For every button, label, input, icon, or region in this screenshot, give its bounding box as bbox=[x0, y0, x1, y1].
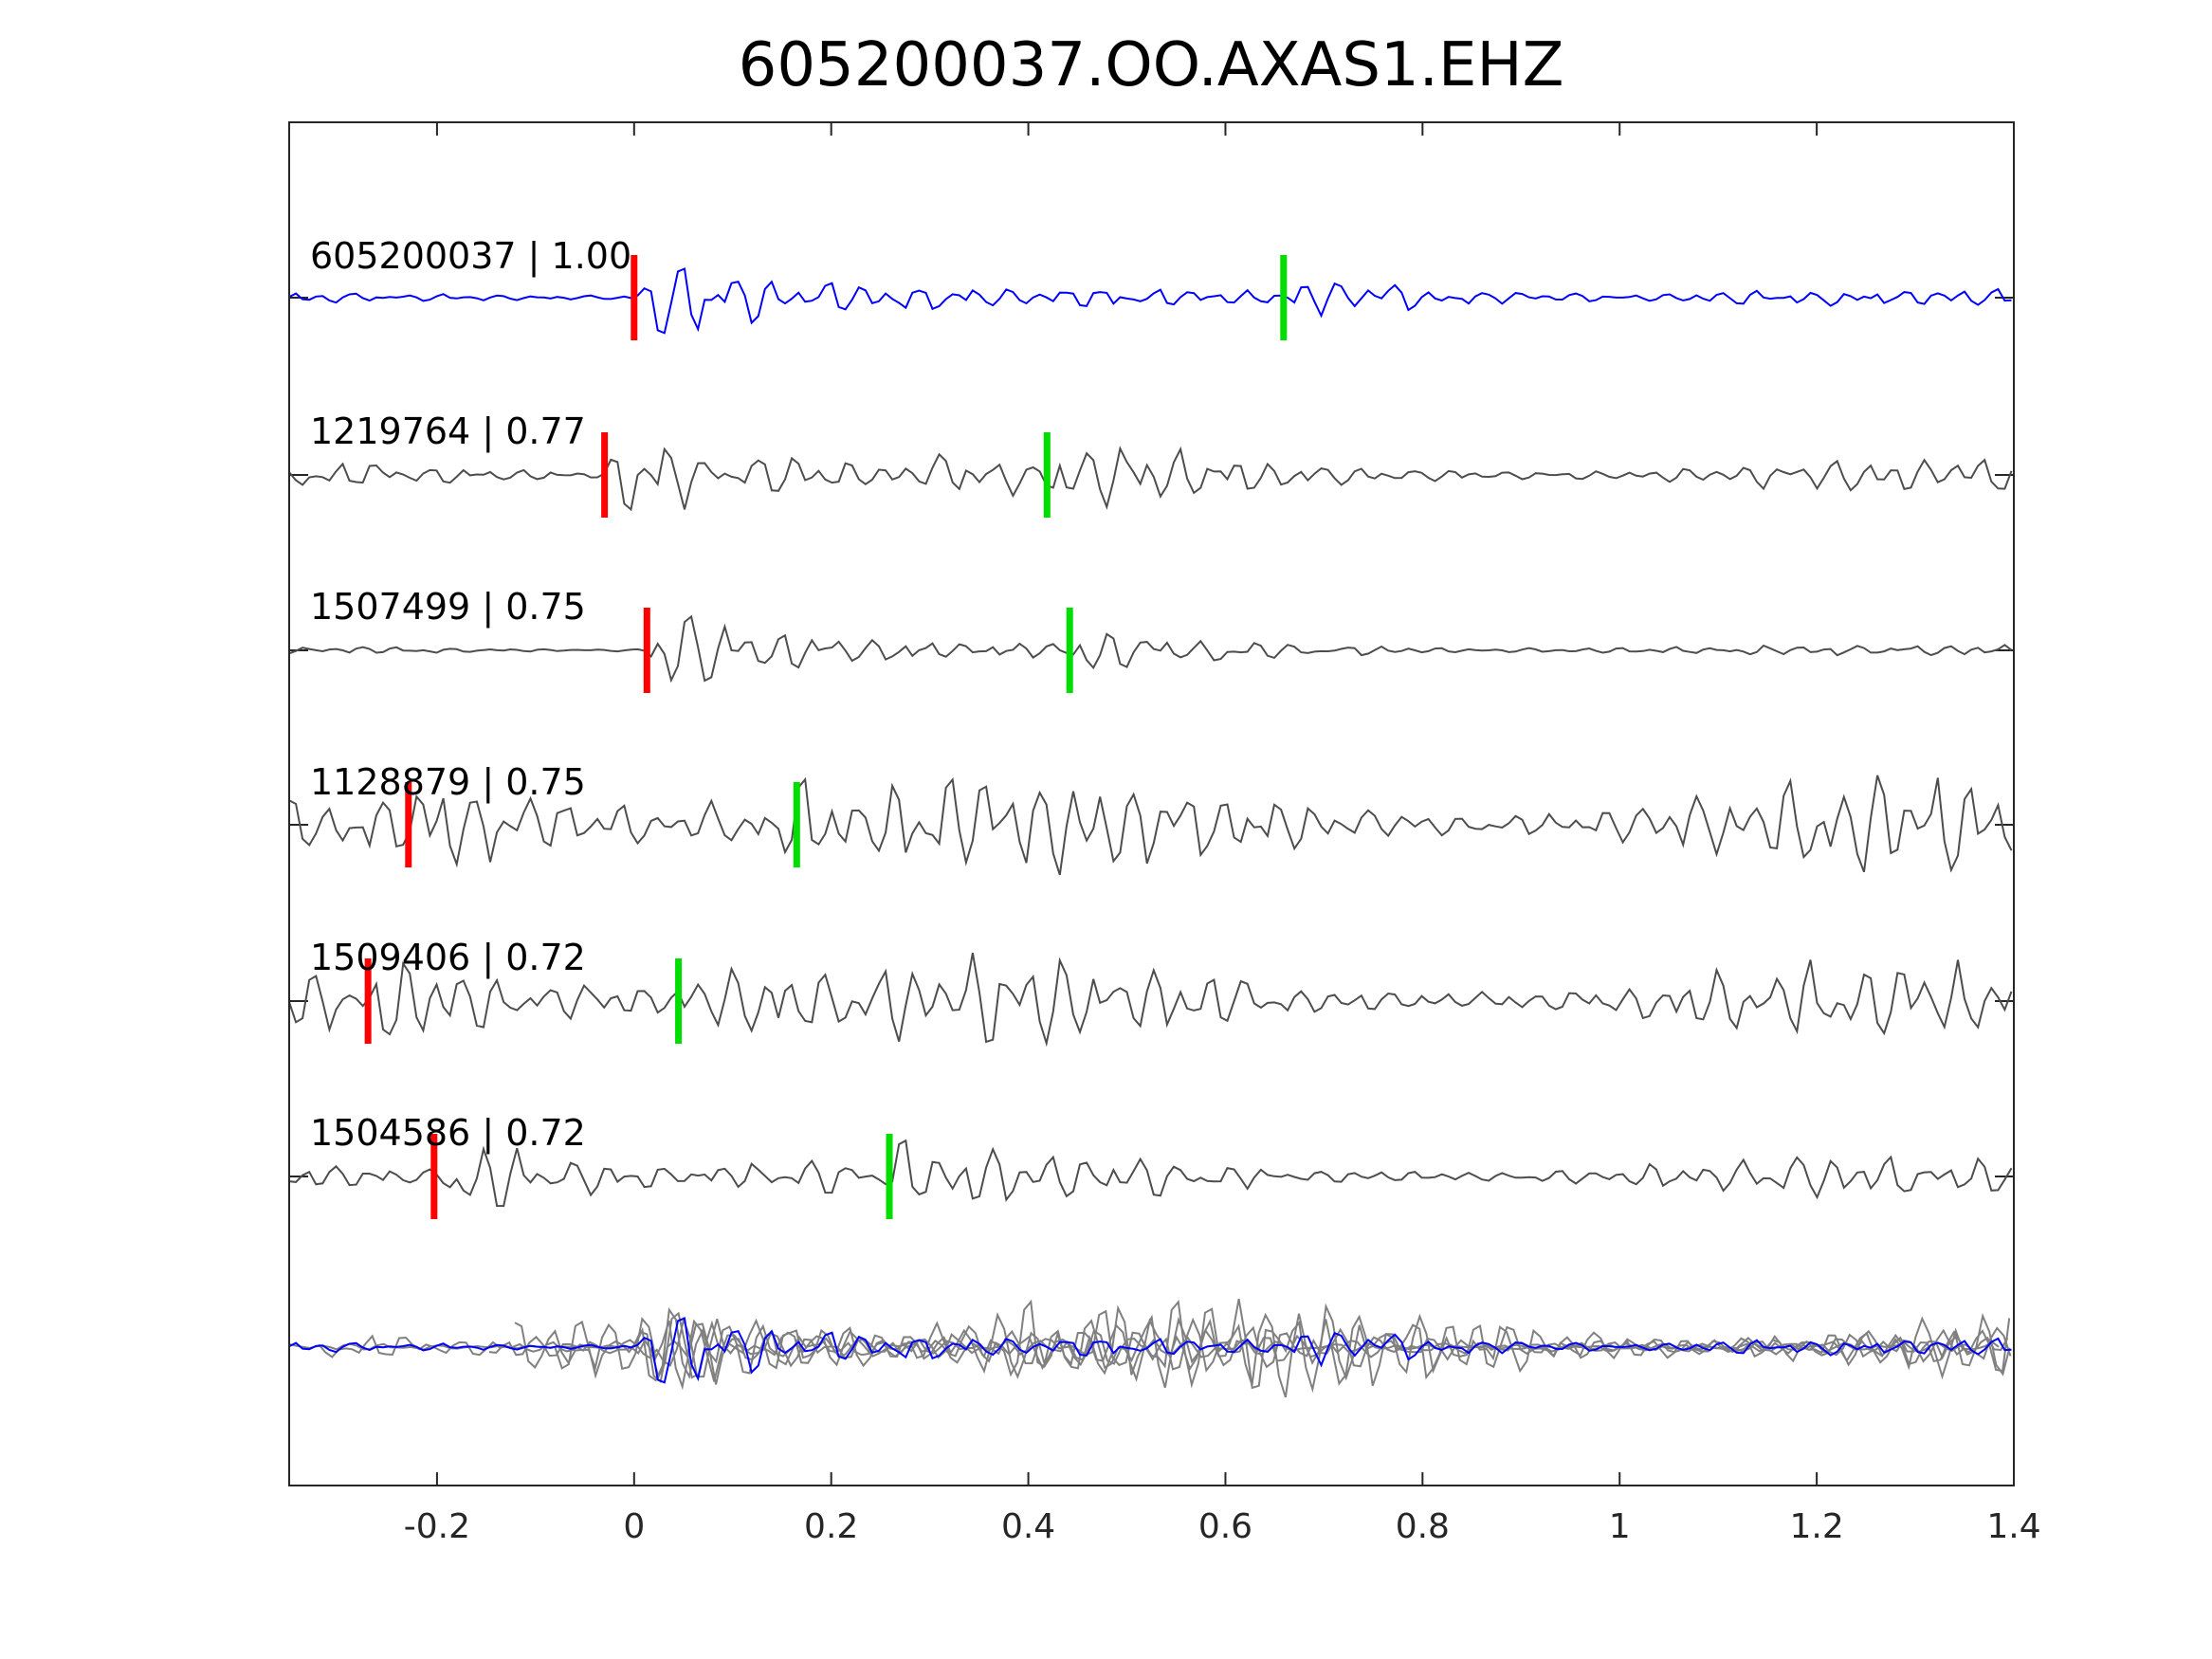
waveform-trace bbox=[288, 614, 2013, 684]
waveform-trace bbox=[288, 446, 2013, 512]
waveform-trace bbox=[288, 1139, 2013, 1208]
s-pick-marker bbox=[886, 1134, 893, 1219]
chart-title: 605200037.OO.AXAS1.EHZ bbox=[739, 30, 1564, 100]
p-pick-marker bbox=[601, 432, 609, 518]
stack-trace bbox=[514, 1299, 2011, 1398]
stack-group bbox=[288, 1299, 2012, 1398]
waveform-trace bbox=[288, 775, 2013, 876]
x-tick-label: 1.2 bbox=[1789, 1507, 1843, 1546]
plot-frame bbox=[288, 121, 2015, 1486]
x-tick-label: 0.8 bbox=[1396, 1507, 1450, 1546]
waveform-trace bbox=[288, 953, 2013, 1048]
s-pick-marker bbox=[1066, 608, 1073, 693]
x-tick-label: -0.2 bbox=[404, 1507, 470, 1546]
x-tick-label: 0.2 bbox=[804, 1507, 858, 1546]
x-tick-label: 0.6 bbox=[1198, 1507, 1252, 1546]
x-tick-label: 1 bbox=[1609, 1507, 1631, 1546]
x-axis: -0.2 0 0.2 0.4 0.6 0.8 1 1.2 1.4 bbox=[404, 122, 2041, 1546]
stack-trace bbox=[288, 1317, 2012, 1384]
traces-group bbox=[288, 255, 2014, 1219]
p-pick-marker bbox=[364, 958, 372, 1044]
stack-trace bbox=[488, 1309, 2012, 1378]
p-pick-marker bbox=[430, 1134, 438, 1219]
waveform-trace bbox=[288, 267, 2012, 335]
trace-label: 1504586 | 0.72 bbox=[310, 1112, 586, 1155]
p-pick-marker bbox=[643, 608, 650, 693]
trace-label: 1509406 | 0.72 bbox=[310, 937, 586, 979]
p-pick-marker bbox=[631, 255, 638, 340]
x-tick-label: 0 bbox=[623, 1507, 645, 1546]
trace-label: 1128879 | 0.75 bbox=[310, 761, 586, 804]
s-pick-marker bbox=[793, 782, 800, 867]
x-tick-label: 1.4 bbox=[1986, 1507, 2040, 1546]
x-tick-label: 0.4 bbox=[1001, 1507, 1055, 1546]
s-pick-marker bbox=[1280, 255, 1288, 340]
trace-label: 1219764 | 0.77 bbox=[310, 410, 586, 453]
trace-labels: 605200037 | 1.00 1219764 | 0.77 1507499 … bbox=[310, 235, 631, 1155]
trace-label: 605200037 | 1.00 bbox=[310, 235, 631, 278]
s-pick-marker bbox=[1043, 432, 1051, 518]
p-pick-marker bbox=[405, 782, 412, 867]
s-pick-marker bbox=[675, 958, 683, 1044]
trace-label: 1507499 | 0.75 bbox=[310, 586, 586, 629]
